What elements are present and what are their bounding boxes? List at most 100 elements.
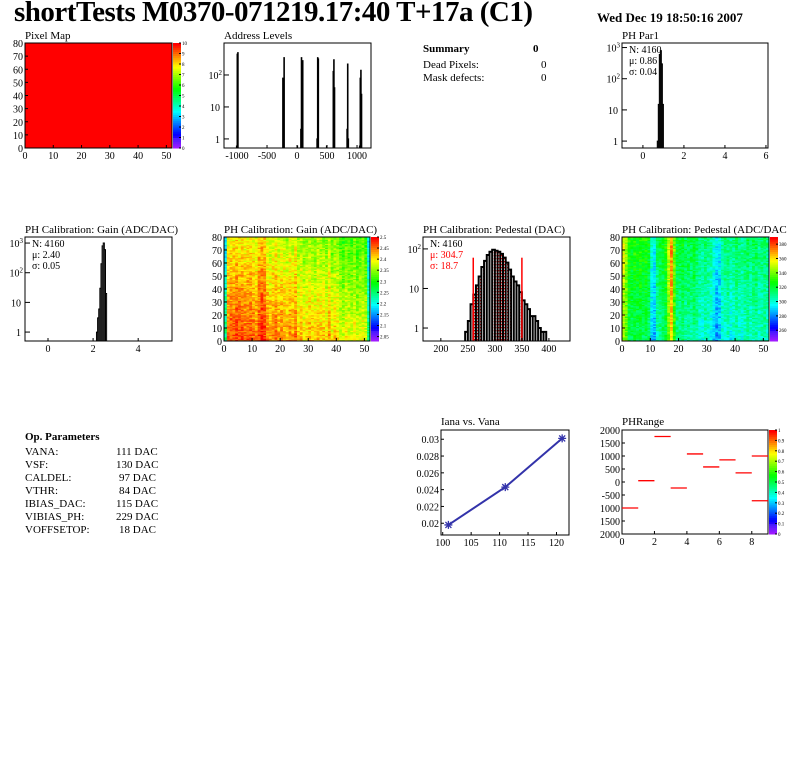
heatmap-cell	[224, 335, 228, 338]
heatmap-cell	[367, 316, 371, 318]
heatmap-cell	[277, 307, 281, 309]
heatmap-cell	[358, 292, 362, 295]
heatmap-cell	[249, 252, 253, 255]
heatmap-cell	[274, 322, 278, 325]
heatmap-cell	[344, 292, 348, 295]
heatmap-cell	[333, 338, 337, 340]
heatmap-cell	[229, 281, 233, 283]
heatmap-cell	[249, 286, 253, 288]
heatmap-cell	[308, 259, 312, 261]
heatmap-cell	[299, 317, 303, 320]
heatmap-cell	[297, 274, 301, 277]
heatmap-cell	[325, 277, 329, 279]
heatmap-cell	[336, 242, 340, 244]
heatmap-cell	[282, 298, 287, 300]
heatmap-cell	[322, 296, 326, 299]
heatmap-cell	[322, 248, 326, 251]
heatmap-cell	[311, 335, 315, 338]
heatmap-cell	[630, 257, 634, 260]
heatmap-cell	[294, 239, 298, 242]
heatmap-cell	[226, 307, 230, 309]
heatmap-cell	[330, 298, 334, 300]
heatmap-cell	[355, 278, 360, 281]
heatmap-cell	[630, 309, 634, 312]
heatmap-cell	[327, 269, 331, 272]
heatmap-cell	[246, 257, 250, 260]
heatmap-cell	[299, 291, 303, 294]
heatmap-cell	[630, 305, 634, 308]
heatmap-cell	[316, 316, 320, 318]
heatmap-cell	[341, 270, 346, 273]
heatmap-cell	[624, 277, 628, 279]
heatmap-cell	[224, 308, 228, 311]
heatmap-cell	[305, 243, 309, 246]
heatmap-cell	[299, 282, 303, 285]
heatmap-cell	[311, 322, 315, 325]
heatmap-cell	[299, 283, 303, 286]
x-tick-label: 300	[487, 344, 502, 355]
heatmap-cell	[268, 278, 273, 281]
heatmap-cell	[358, 265, 362, 268]
heatmap-cell	[330, 251, 334, 253]
heatmap-cell	[235, 256, 239, 259]
heatmap-cell	[235, 330, 239, 333]
heatmap-cell	[302, 239, 306, 242]
heatmap-cell	[308, 308, 312, 311]
heatmap-cell	[308, 311, 312, 313]
heatmap-cell	[347, 248, 351, 251]
heatmap-cell	[322, 311, 326, 313]
heatmap-cell	[257, 328, 261, 330]
heatmap-cell	[285, 315, 289, 317]
heatmap-cell	[280, 307, 284, 309]
heatmap-cell	[288, 265, 292, 268]
heatmap-cell	[347, 290, 351, 292]
heatmap-cell	[229, 268, 233, 270]
heatmap-cell	[311, 281, 315, 283]
heatmap-cell	[627, 315, 631, 317]
heatmap-cell	[260, 298, 264, 300]
heatmap-cell	[627, 287, 631, 290]
heatmap-cell	[288, 334, 292, 337]
heatmap-cell	[636, 252, 640, 255]
heatmap-cell	[297, 317, 301, 320]
heatmap-cell	[333, 313, 337, 316]
heatmap-cell	[355, 322, 360, 325]
heatmap-cell	[367, 290, 371, 292]
heatmap-cell	[280, 261, 284, 264]
heatmap-cell	[260, 283, 264, 286]
heatmap-cell	[327, 240, 331, 243]
heatmap-cell	[638, 307, 643, 309]
heatmap-cell	[291, 324, 295, 326]
heatmap-cell	[622, 304, 626, 307]
heatmap-cell	[308, 289, 312, 291]
heatmap-cell	[299, 273, 303, 275]
heatmap-cell	[243, 269, 247, 272]
heatmap-cell	[246, 318, 250, 321]
heatmap-cell	[246, 283, 250, 286]
heatmap-cell	[232, 263, 236, 265]
heatmap-cell	[294, 278, 298, 281]
heatmap-cell	[347, 287, 351, 290]
heatmap-cell	[235, 324, 239, 326]
heatmap-cell	[271, 259, 275, 261]
heatmap-cell	[344, 253, 348, 256]
heatmap-cell	[224, 295, 228, 298]
x-tick-label: 50	[161, 151, 171, 162]
heatmap-cell	[347, 242, 351, 244]
heatmap-cell	[311, 263, 315, 265]
heatmap-cell	[277, 311, 281, 313]
heatmap-cell	[240, 281, 244, 283]
heatmap-cell	[282, 239, 287, 242]
heatmap-cell	[336, 285, 340, 287]
heatmap-cell	[240, 329, 244, 331]
heatmap-cell	[263, 269, 267, 272]
heatmap-cell	[344, 316, 348, 318]
heatmap-cell	[271, 273, 275, 275]
heatmap-cell	[238, 274, 242, 277]
heatmap-cell	[268, 330, 273, 333]
heatmap-cell	[305, 329, 309, 331]
heatmap-cell	[229, 296, 233, 299]
heatmap-cell	[297, 276, 301, 278]
heatmap-cell	[305, 240, 309, 243]
heatmap-cell	[252, 248, 256, 251]
